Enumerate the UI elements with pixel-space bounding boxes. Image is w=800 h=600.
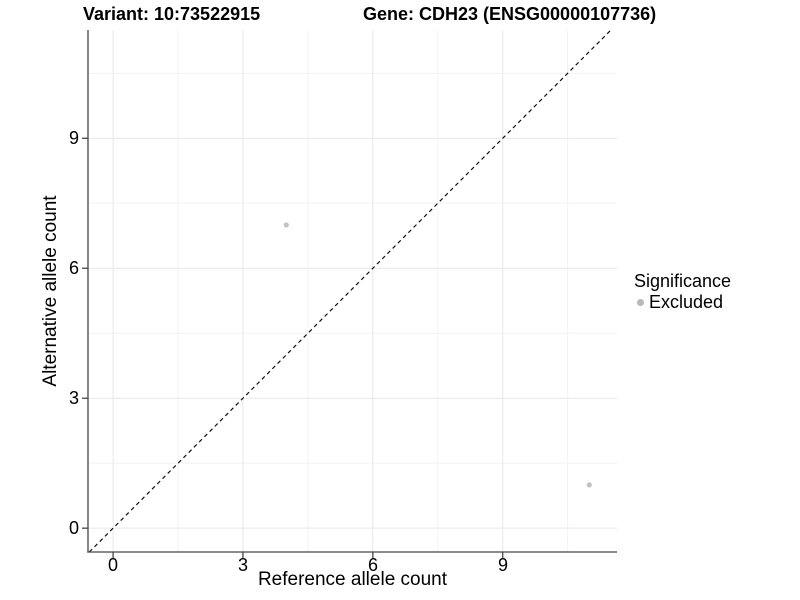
y-tick-label-9: 9 xyxy=(68,128,79,148)
data-point-excluded xyxy=(283,222,289,228)
identity-dashed-line xyxy=(88,29,612,553)
y-axis-title: Alternative allele count xyxy=(40,195,61,387)
data-point-excluded xyxy=(586,482,592,488)
legend-item-label: Excluded xyxy=(649,292,724,312)
y-tick-label-6: 6 xyxy=(68,258,79,278)
legend-title: Significance xyxy=(634,271,732,291)
x-tick-label-9: 9 xyxy=(497,555,508,575)
variant-title: Variant: 10:73522915 xyxy=(83,4,261,24)
legend-item-excluded: Excluded xyxy=(634,292,731,312)
gene-title: Gene: CDH23 (ENSG00000107736) xyxy=(363,4,657,24)
x-tick-label-0: 0 xyxy=(107,555,118,575)
x-tick-label-3: 3 xyxy=(237,555,248,575)
legend: Significance Excluded xyxy=(634,271,731,312)
excluded-point-icon xyxy=(637,298,644,306)
y-tick-label-0: 0 xyxy=(68,518,79,538)
x-axis-title: Reference allele count xyxy=(257,569,448,590)
y-tick-label-3: 3 xyxy=(68,388,79,408)
x-tick-label-6: 6 xyxy=(367,555,378,575)
